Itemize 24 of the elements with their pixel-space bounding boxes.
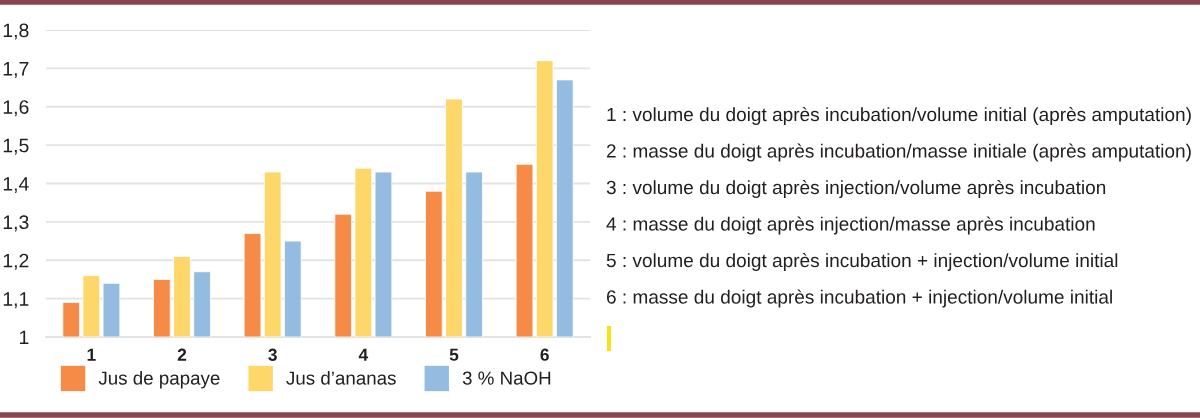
text: 1 : volume du doigt après incubation/volume initial (après amputation) bbox=[607, 107, 1191, 125]
x-tick-label: 1 bbox=[87, 348, 96, 361]
x-tick-label: 4 bbox=[358, 348, 369, 361]
y-tick-label: 1,3 bbox=[3, 215, 29, 232]
text: 6 : masse du doigt après incubation + injection/volume initial bbox=[606, 289, 1112, 308]
x-tick-label: 5 bbox=[449, 348, 459, 361]
y-tick-label: 1,2 bbox=[3, 253, 29, 270]
y-tick-label: 1 bbox=[20, 330, 29, 345]
x-tick-label: 6 bbox=[540, 348, 549, 361]
text: 4 : masse du doigt après injection/masse après incubation bbox=[606, 216, 1095, 235]
y-tick-label: 1,7 bbox=[3, 62, 29, 78]
y-tick-label: 1,6 bbox=[3, 100, 29, 117]
y-tick-label: 1,5 bbox=[3, 138, 29, 155]
x-tick-label: 3 bbox=[268, 348, 277, 361]
legend-label: 3 % NaOH bbox=[462, 371, 551, 385]
y-tick-label: 1,8 bbox=[3, 23, 29, 40]
y-tick-label: 1,4 bbox=[3, 177, 29, 194]
y-tick-label: 1,1 bbox=[3, 292, 29, 309]
text: 3 : volume du doigt après injection/volume après incubation bbox=[606, 180, 1106, 198]
text: 2 : masse du doigt après incubation/masse initiale (après amputation) bbox=[606, 143, 1191, 162]
legend-label: Jus de papaye bbox=[98, 370, 220, 389]
x-tick-label: 2 bbox=[177, 348, 187, 361]
legend-label: Jus d’ananas bbox=[286, 370, 396, 385]
text: 5 : volume du doigt après incubation + injection/volume initial bbox=[606, 253, 1118, 271]
